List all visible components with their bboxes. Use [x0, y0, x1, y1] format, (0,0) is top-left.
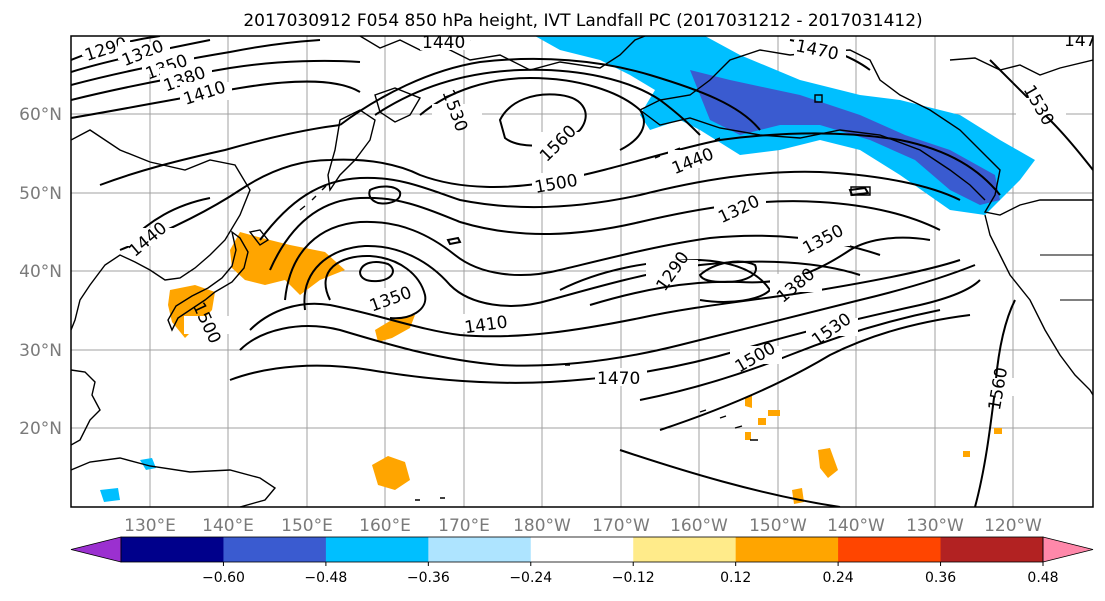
lon-label-160w: 160°W: [670, 516, 728, 536]
colorbar-extend-low: [70, 536, 122, 563]
colorbar-band: [838, 537, 942, 562]
contour-small-a: [368, 185, 402, 205]
contour-1380-a: [71, 59, 361, 101]
lat-label-60n: 60°N: [19, 105, 62, 125]
lon-label-170w: 170°W: [592, 516, 650, 536]
contour-1560-a: [498, 93, 587, 147]
contour-1470-a: [339, 57, 761, 131]
contour-1440-b: [119, 132, 1001, 251]
lon-label-150w: 150°W: [749, 516, 807, 536]
contour-1410-a: [71, 80, 361, 119]
lat-label-50n: 50°N: [19, 184, 62, 204]
contour-label-1470-b: 1470: [597, 369, 640, 389]
contour-1350-b: [324, 254, 427, 320]
contour-1500-a: [374, 68, 701, 136]
ivt-negative-shading: [100, 36, 1035, 502]
colorbar-tick-label: 0.48: [1027, 570, 1058, 586]
map-frame: [70, 35, 1094, 508]
colorbar-extend-high: [1042, 536, 1094, 563]
colorbar-tick-label: 0.36: [925, 570, 956, 586]
lat-label-20n: 20°N: [19, 419, 62, 439]
colorbar-band: [633, 537, 737, 562]
contour-1440-c: [239, 264, 976, 367]
lon-label-180w: 180°W: [513, 516, 571, 536]
contour-1530-d: [989, 59, 1093, 171]
colorbar-band: [735, 537, 839, 562]
lon-label-140e: 140°E: [202, 516, 254, 536]
longitude-labels: 130°E 140°E 150°E 160°E 170°E 180°W 170°…: [124, 516, 1042, 536]
contour-1530-c: [659, 314, 971, 431]
contour-1470-b: [259, 170, 961, 241]
contour-1410-c: [249, 259, 961, 338]
contour-1530-a: [419, 76, 645, 151]
colorbar-tick-label: −0.36: [407, 570, 450, 586]
coastlines: [71, 36, 1093, 507]
contour-1500-b: [269, 196, 941, 271]
lon-label-140w: 140°W: [827, 516, 885, 536]
contour-label-1440-c: 1440: [422, 33, 465, 53]
ivt-positive-shading: [168, 232, 1002, 504]
contour-1410-b: [284, 220, 881, 301]
colorbar-outline: [120, 536, 1044, 563]
lon-label-150e: 150°E: [281, 516, 333, 536]
lon-label-160e: 160°E: [359, 516, 411, 536]
contour-1290-b: [698, 260, 757, 284]
colorbar-band: [325, 537, 429, 562]
colorbar-band: [940, 537, 1044, 562]
colorbar-tick-label: 0.12: [720, 570, 751, 586]
lon-label-130e: 130°E: [124, 516, 176, 536]
contour-small-c: [446, 236, 462, 246]
contour-1350-c: [358, 261, 394, 283]
contour-1350-a: [71, 39, 321, 86]
colorbar-tick-label: −0.24: [509, 570, 552, 586]
colorbar: −0.60 −0.48 −0.36 −0.24 −0.12 0.12 0.24 0.36 0.4…: [70, 536, 1094, 586]
colorbar-band: [223, 537, 327, 562]
colorbar-tick-label: −0.12: [612, 570, 655, 586]
colorbar-band: [428, 537, 532, 562]
colorbar-tick-label: −0.48: [304, 570, 347, 586]
colorbar-tick-label: −0.60: [202, 570, 245, 586]
lat-label-30n: 30°N: [19, 341, 62, 361]
latitude-labels: 60°N 50°N 40°N 30°N 20°N: [19, 105, 62, 439]
contour-small-b: [848, 186, 870, 197]
lon-label-130w: 130°W: [906, 516, 964, 536]
lat-label-40n: 40°N: [19, 262, 62, 282]
lon-label-170e: 170°E: [438, 516, 490, 536]
colorbar-band: [121, 537, 224, 562]
contour-label-1470-c: 1470: [1064, 31, 1105, 51]
colorbar-band: [530, 537, 634, 562]
colorbar-tick-label: 0.24: [823, 570, 854, 586]
lon-label-120w: 120°W: [984, 516, 1042, 536]
contour-1500-c: [639, 309, 941, 401]
contour-1440-a: [99, 124, 341, 186]
figure-title: 2017030912 F054 850 hPa height, IVT Land…: [243, 11, 922, 31]
